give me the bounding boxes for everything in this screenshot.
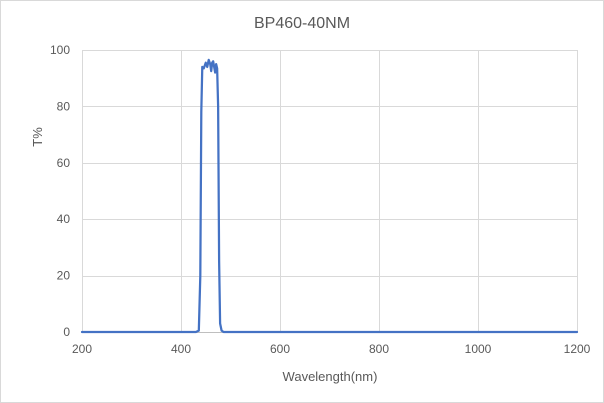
y-tick-label-100: 100 xyxy=(50,43,70,57)
y-tick-label-60: 60 xyxy=(57,156,71,170)
tick-labels: 200 400 600 800 1000 1200 0 20 40 60 80 100 xyxy=(50,43,591,356)
y-tick-label-0: 0 xyxy=(63,325,70,339)
y-axis-title: T% xyxy=(30,127,45,147)
gridlines xyxy=(82,50,578,332)
x-tick-label-1200: 1200 xyxy=(564,342,591,356)
series-line-0 xyxy=(80,58,579,334)
x-tick-label-400: 400 xyxy=(171,342,191,356)
x-axis-title: Wavelength(nm) xyxy=(283,369,378,384)
x-tick-label-800: 800 xyxy=(369,342,389,356)
x-tick-label-600: 600 xyxy=(270,342,290,356)
x-tick-label-1000: 1000 xyxy=(465,342,492,356)
x-tick-label-200: 200 xyxy=(72,342,92,356)
axes xyxy=(82,50,577,333)
y-tick-label-40: 40 xyxy=(57,212,71,226)
y-tick-label-80: 80 xyxy=(57,99,71,113)
series-layer xyxy=(80,58,579,334)
y-tick-label-20: 20 xyxy=(57,269,71,283)
chart-title: BP460-40NM xyxy=(254,15,350,32)
